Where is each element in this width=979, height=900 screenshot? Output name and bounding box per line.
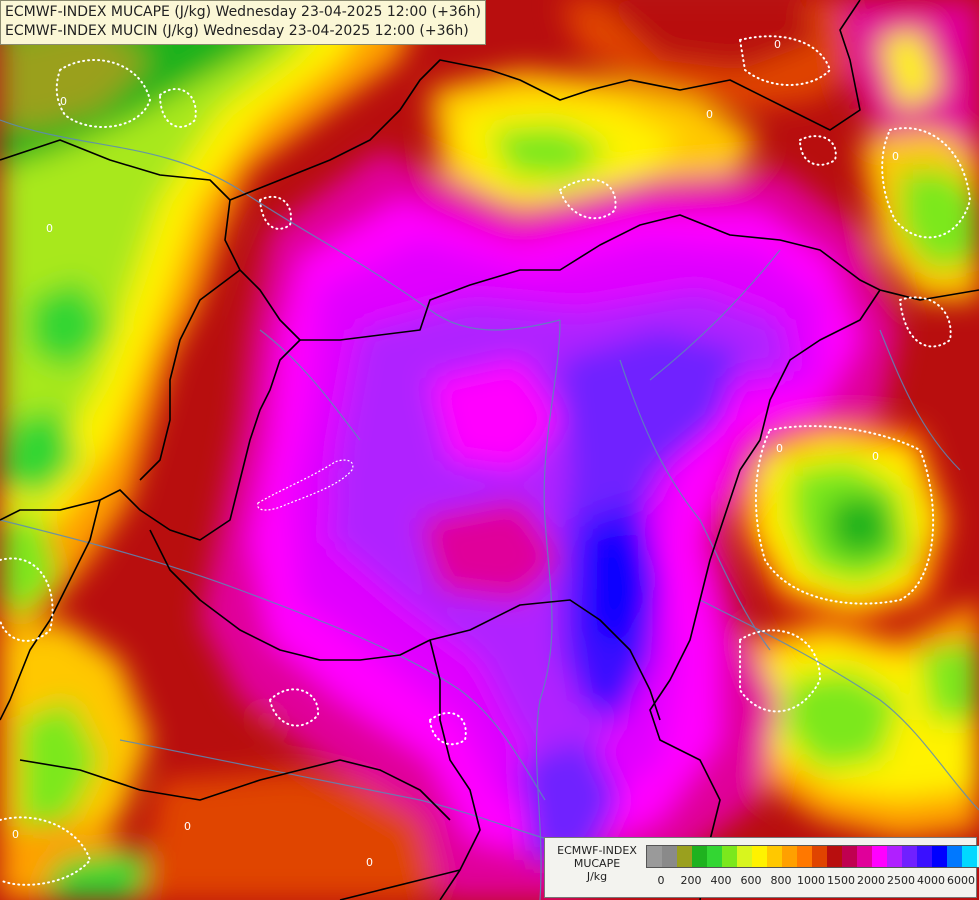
legend-swatch bbox=[647, 846, 662, 867]
legend-tick: 400 bbox=[710, 874, 732, 887]
isoline-label: 0 bbox=[872, 450, 879, 463]
isoline-label: 0 bbox=[184, 820, 191, 833]
legend-swatch bbox=[782, 846, 797, 867]
legend-tick: 1500 bbox=[827, 874, 855, 887]
title-mucape: ECMWF-INDEX MUCAPE (J/kg) Wednesday 23-0… bbox=[5, 4, 481, 20]
legend-tick: 200 bbox=[680, 874, 702, 887]
legend-swatch bbox=[962, 846, 977, 867]
legend-swatch bbox=[662, 846, 677, 867]
color-legend: ECMWF-INDEX MUCAPE J/kg 0 200 400 600 800 100… bbox=[544, 837, 979, 898]
lake-outline bbox=[257, 459, 354, 511]
legend-swatch bbox=[827, 846, 842, 867]
legend-tick: 4000 bbox=[917, 874, 945, 887]
isoline-label: 0 bbox=[12, 828, 19, 841]
isoline-label: 0 bbox=[706, 108, 713, 121]
legend-tick: 2000 bbox=[857, 874, 885, 887]
legend-swatch bbox=[767, 846, 782, 867]
legend-tick: 0 bbox=[657, 874, 665, 887]
legend-swatch bbox=[977, 846, 979, 867]
isoline-label: 0 bbox=[366, 856, 373, 869]
legend-swatch bbox=[887, 846, 902, 867]
title-mucin: ECMWF-INDEX MUCIN (J/kg) Wednesday 23-04… bbox=[5, 23, 469, 39]
legend-label: ECMWF-INDEX MUCAPE J/kg bbox=[549, 844, 645, 883]
legend-swatch bbox=[872, 846, 887, 867]
legend-tick: 600 bbox=[740, 874, 762, 887]
legend-tick-labels: 0 200 400 600 800 1000 1500 2000 2500 4000 6000 bbox=[646, 874, 976, 888]
legend-swatch bbox=[842, 846, 857, 867]
legend-param: MUCAPE bbox=[573, 857, 621, 870]
map-title-box: ECMWF-INDEX MUCAPE (J/kg) Wednesday 23-0… bbox=[0, 0, 486, 45]
legend-swatch bbox=[812, 846, 827, 867]
legend-swatch bbox=[902, 846, 917, 867]
isoline-label: 0 bbox=[776, 442, 783, 455]
legend-swatch bbox=[737, 846, 752, 867]
legend-model: ECMWF-INDEX bbox=[557, 844, 637, 857]
legend-swatch bbox=[932, 846, 947, 867]
isoline-label: 0 bbox=[60, 95, 67, 108]
legend-tick: 2500 bbox=[887, 874, 915, 887]
isoline-label: 0 bbox=[892, 150, 899, 163]
legend-tick: 6000 bbox=[947, 874, 975, 887]
legend-swatch bbox=[947, 846, 962, 867]
legend-swatch bbox=[677, 846, 692, 867]
isoline-labels: 0 0 0 0 0 0 0 0 0 0 bbox=[12, 38, 899, 869]
legend-tick: 800 bbox=[770, 874, 792, 887]
legend-tick: 1000 bbox=[797, 874, 825, 887]
legend-color-bar bbox=[646, 845, 979, 868]
mucin-isolines bbox=[0, 35, 972, 886]
legend-swatch bbox=[722, 846, 737, 867]
legend-unit: J/kg bbox=[586, 870, 608, 883]
legend-swatch bbox=[857, 846, 872, 867]
legend-swatch bbox=[917, 846, 932, 867]
isoline-label: 0 bbox=[46, 222, 53, 235]
legend-swatch bbox=[692, 846, 707, 867]
legend-swatch bbox=[797, 846, 812, 867]
legend-swatch bbox=[752, 846, 767, 867]
isoline-label: 0 bbox=[774, 38, 781, 51]
legend-swatch bbox=[707, 846, 722, 867]
